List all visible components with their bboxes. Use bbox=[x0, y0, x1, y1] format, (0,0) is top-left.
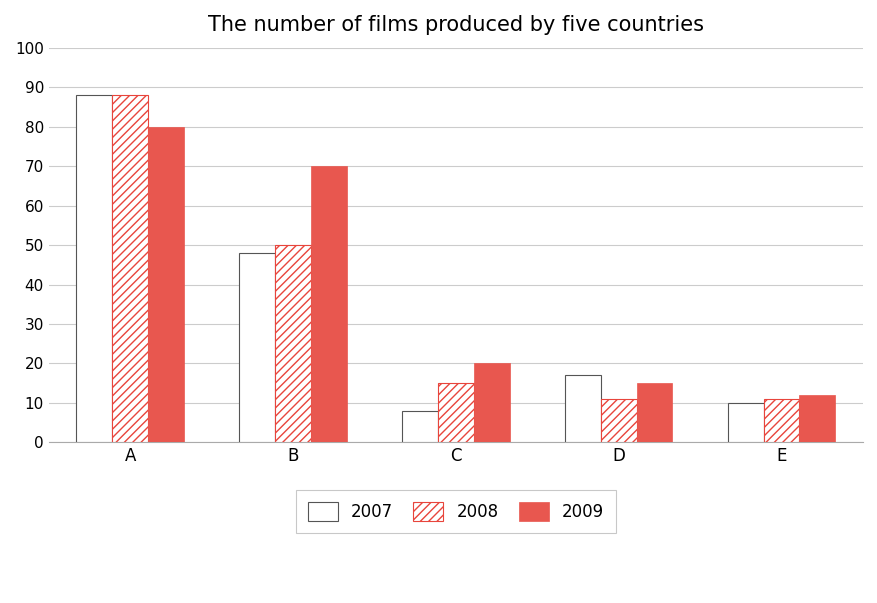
Bar bbox=[239, 253, 275, 443]
Bar bbox=[636, 383, 672, 443]
Title: The number of films produced by five countries: The number of films produced by five cou… bbox=[208, 15, 703, 35]
Bar bbox=[310, 166, 346, 443]
Bar bbox=[474, 364, 509, 443]
Legend: 2007, 2008, 2009: 2007, 2008, 2009 bbox=[296, 490, 615, 533]
Bar bbox=[402, 411, 438, 443]
Bar bbox=[148, 127, 183, 443]
Bar bbox=[275, 245, 310, 443]
Bar bbox=[438, 383, 474, 443]
Bar bbox=[763, 399, 799, 443]
Bar bbox=[112, 95, 148, 443]
Bar bbox=[600, 399, 636, 443]
Bar bbox=[564, 375, 600, 443]
Bar bbox=[727, 403, 763, 443]
Bar bbox=[76, 95, 112, 443]
Bar bbox=[799, 395, 834, 443]
